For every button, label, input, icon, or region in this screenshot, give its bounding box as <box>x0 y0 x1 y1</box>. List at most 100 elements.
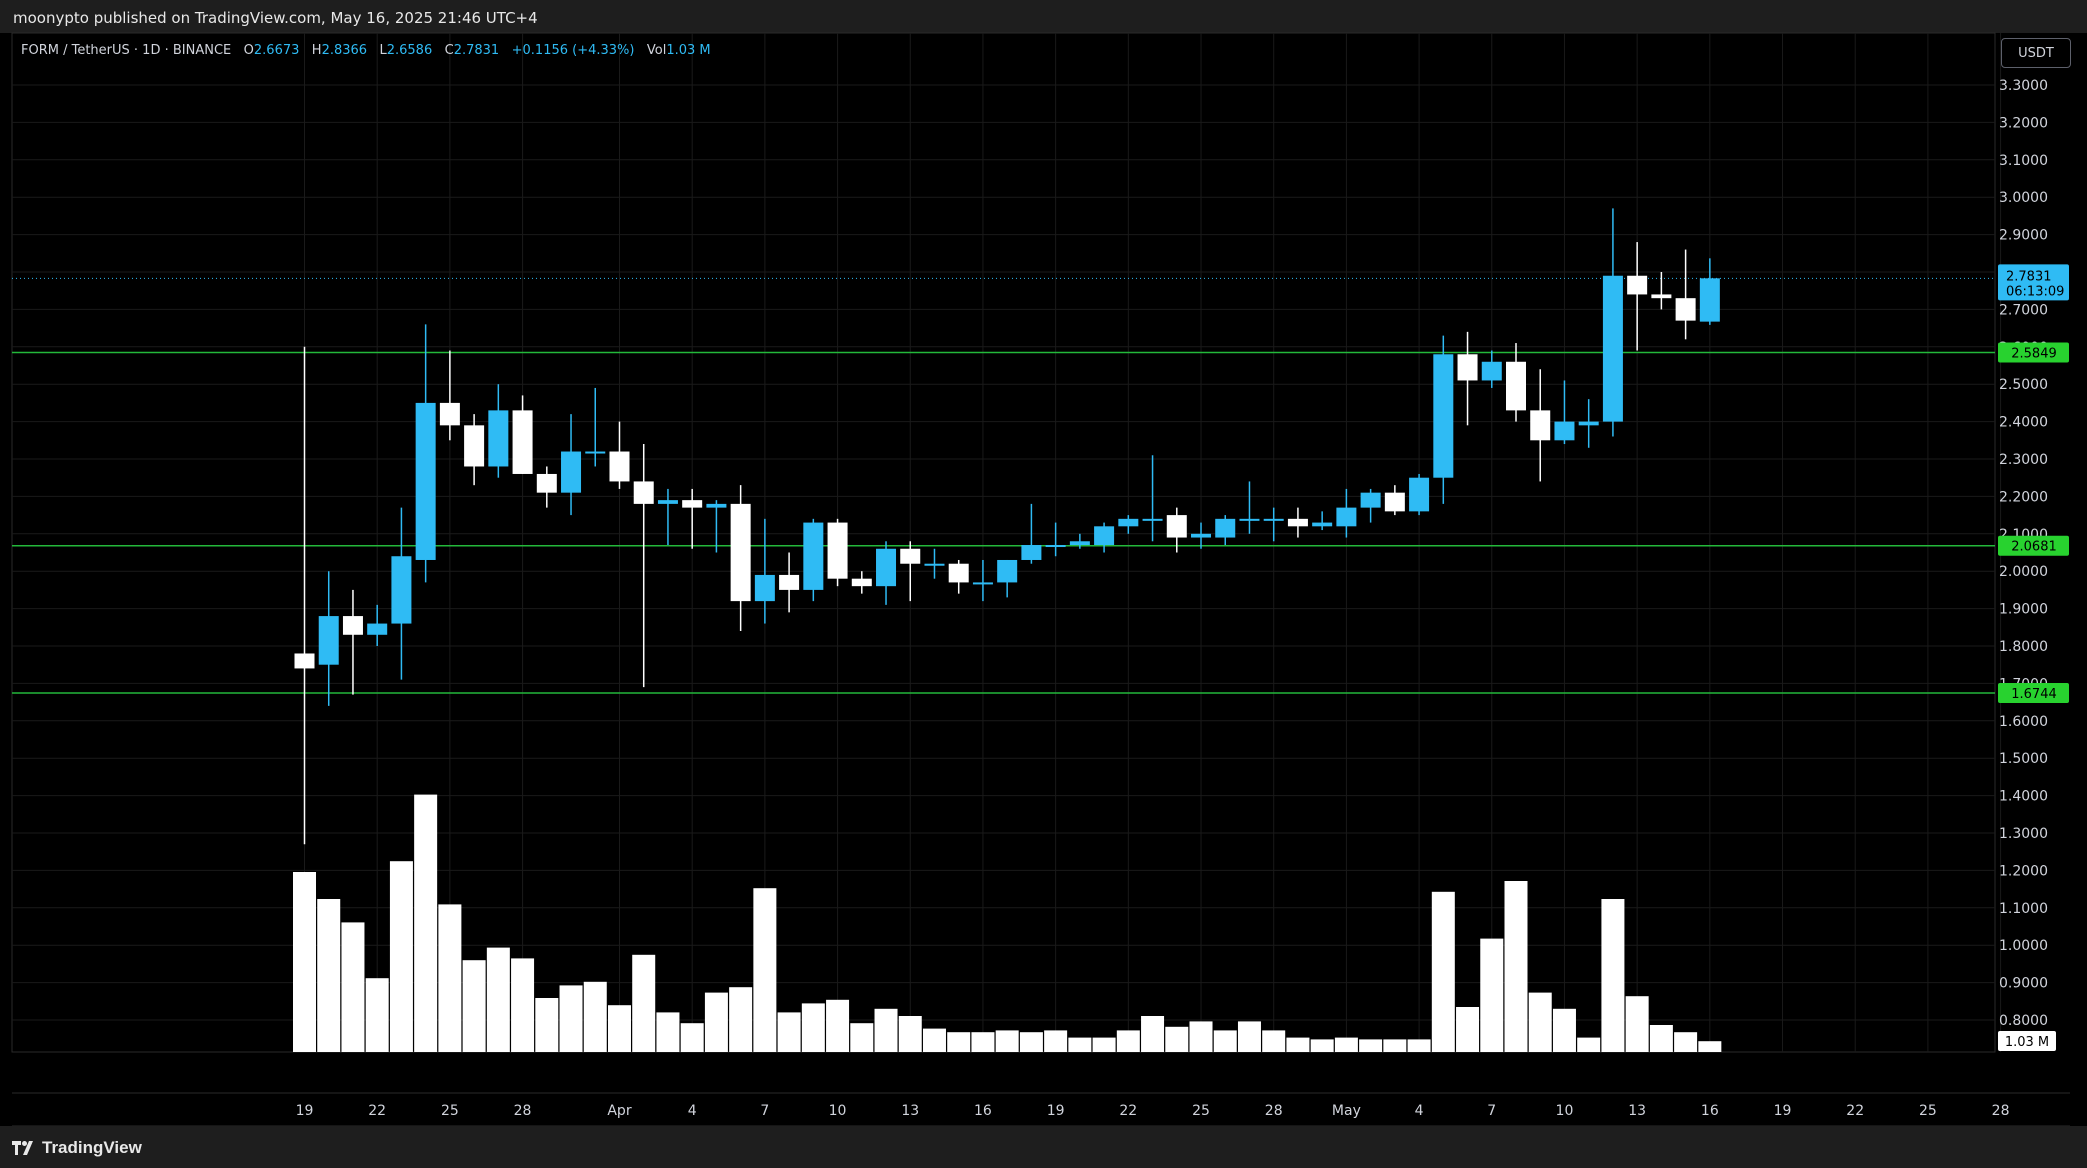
publish-header: moonypto published on TradingView.com, M… <box>0 0 2087 33</box>
last-price-value: 2.7831 <box>2006 269 2052 284</box>
volume-bar <box>874 1008 898 1052</box>
volume-bar <box>971 1032 995 1052</box>
level-badge-label: 2.0681 <box>2011 540 2057 555</box>
volume-bar <box>1504 881 1528 1052</box>
volume-bar <box>1044 1030 1068 1052</box>
volume-bar <box>1528 992 1552 1052</box>
volume-bar <box>1116 1030 1140 1052</box>
volume-bar <box>389 861 413 1052</box>
time-tick-label: 22 <box>368 1103 386 1119</box>
candle-body <box>972 582 993 585</box>
candle-body <box>1021 545 1042 560</box>
volume-bar <box>1431 891 1455 1052</box>
volume-bar <box>1383 1039 1407 1052</box>
volume-bar <box>293 872 316 1052</box>
volume-bar <box>1262 1030 1286 1052</box>
candle-body <box>1530 410 1551 441</box>
candle-body <box>1433 354 1454 478</box>
volume-bar <box>365 978 389 1052</box>
volume-bar <box>1068 1037 1092 1052</box>
volume-bar <box>632 954 656 1052</box>
candle-body <box>294 653 315 669</box>
candle-body <box>730 503 751 602</box>
candle-body <box>585 451 606 454</box>
candle-body <box>1651 294 1672 299</box>
volume-bar <box>1698 1041 1722 1052</box>
volume-bar <box>826 999 850 1052</box>
level-badge <box>1998 535 2069 556</box>
time-tick-label: 7 <box>1487 1103 1496 1119</box>
time-tick-label: 16 <box>974 1103 992 1119</box>
axes: 3.30003.20003.10003.00002.90002.80002.70… <box>296 78 2048 1119</box>
time-tick-label: 19 <box>1774 1103 1792 1119</box>
volume-bar <box>1334 1037 1358 1052</box>
volume-bar <box>1310 1039 1334 1052</box>
price-tick-label: 0.8000 <box>1999 1013 2048 1029</box>
time-tick-label: 16 <box>1701 1103 1719 1119</box>
time-tick-label: 13 <box>901 1103 919 1119</box>
open-label: O <box>243 43 254 58</box>
candle-body <box>682 500 703 508</box>
chart-grid <box>11 32 2070 1127</box>
low-value: 2.6586 <box>386 43 433 58</box>
candle-body <box>948 563 969 583</box>
volume-bar <box>341 922 365 1052</box>
candle-body <box>1384 492 1405 512</box>
candle-body <box>924 563 945 566</box>
time-tick-label: 19 <box>296 1103 314 1119</box>
time-tick-label: 22 <box>1119 1103 1137 1119</box>
time-tick-label: 22 <box>1846 1103 1864 1119</box>
candle-body <box>367 623 388 635</box>
volume-bar <box>1456 1007 1480 1052</box>
high-label: H <box>311 43 322 58</box>
price-tick-label: 2.5000 <box>1999 377 2048 393</box>
candle-body <box>1263 518 1284 521</box>
candle-body <box>415 402 436 560</box>
price-tick-label: 2.2000 <box>1999 489 2048 505</box>
volume-bar <box>486 947 510 1052</box>
volume-bar <box>317 899 341 1052</box>
candle-body <box>1336 507 1357 527</box>
candle-body <box>561 451 582 493</box>
volume-bar <box>995 1030 1019 1052</box>
candle-body <box>391 556 412 624</box>
time-tick-label: 25 <box>441 1103 459 1119</box>
symbol-legend: FORM / TetherUS · 1D · BINANCE O2.6673 H… <box>21 43 711 58</box>
tradingview-logo[interactable]: TradingView <box>12 1138 142 1158</box>
volume-bar <box>1359 1039 1383 1052</box>
candle-body <box>512 410 533 474</box>
volume-bar <box>1019 1032 1043 1052</box>
volume-bar <box>1213 1030 1237 1052</box>
candle-body <box>1191 533 1212 538</box>
candle-body <box>1578 421 1599 426</box>
candle-body <box>536 473 557 493</box>
candle-body <box>754 574 775 602</box>
price-tick-label: 3.3000 <box>1999 78 2048 94</box>
candle-body <box>1166 515 1187 538</box>
volume-bar <box>1092 1037 1116 1052</box>
currency-button[interactable]: USDT <box>2001 38 2071 68</box>
candle-body <box>488 410 509 467</box>
volume-bar <box>438 904 462 1052</box>
price-tick-label: 2.7000 <box>1999 302 2048 318</box>
volume-bar <box>1141 1016 1165 1052</box>
candle-body <box>1239 518 1260 521</box>
volume-bar <box>922 1028 946 1052</box>
time-tick-label: 7 <box>760 1103 769 1119</box>
time-tick-label: 28 <box>1265 1103 1283 1119</box>
volume-bar <box>1407 1039 1431 1052</box>
volume-badge-label: 1.03 M <box>2005 1035 2049 1050</box>
candle-body <box>1675 298 1696 321</box>
price-tick-label: 2.4000 <box>1999 415 2048 431</box>
close-label: C <box>444 43 454 58</box>
published-info: moonypto published on TradingView.com, M… <box>13 9 538 27</box>
time-tick-label: 25 <box>1919 1103 1937 1119</box>
close-value: 2.7831 <box>453 43 500 58</box>
symbol-name: FORM / TetherUS · 1D · BINANCE <box>21 43 232 58</box>
volume-bar <box>1674 1032 1698 1052</box>
candle-body <box>1312 522 1333 527</box>
price-tick-label: 3.2000 <box>1999 115 2048 131</box>
volume-bar <box>1286 1037 1310 1052</box>
